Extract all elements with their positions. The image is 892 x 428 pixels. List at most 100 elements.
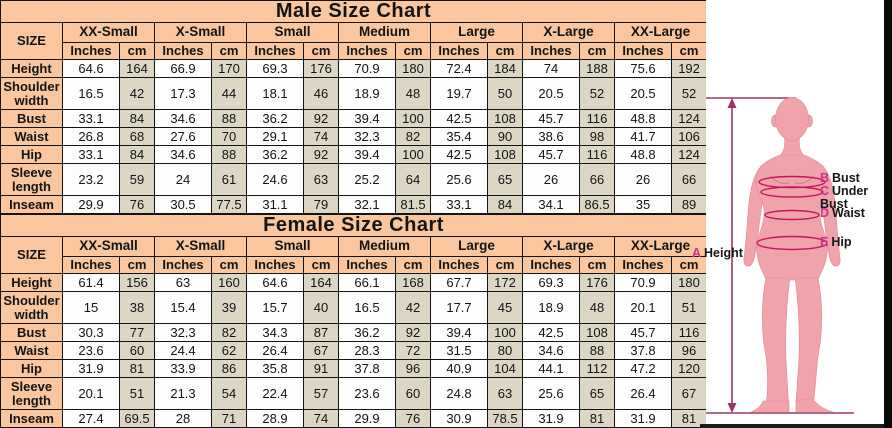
value-cm: 67: [670, 377, 708, 410]
measurement-label: Shoulder width: [0, 291, 63, 324]
unit-header-cm: cm: [211, 256, 247, 274]
size-header: X-Large: [522, 22, 615, 43]
value-inches: 31.9: [62, 359, 120, 378]
value-cm: 84: [487, 195, 523, 214]
left-leg: [761, 277, 791, 410]
unit-header-inches: Inches: [338, 42, 396, 60]
unit-header-cm: cm: [487, 256, 523, 274]
measurement-label: Waist: [0, 341, 63, 360]
bust-label: B Bust: [820, 171, 860, 185]
tables-column: Male Size Chart SIZE XX-Small X-Small Small M…: [0, 0, 708, 428]
size-header: Small: [246, 22, 339, 43]
value-inches: 30.5: [154, 195, 212, 214]
torso: [755, 154, 829, 281]
value-inches: 33.1: [62, 145, 120, 164]
measurement-label: Bust: [0, 109, 63, 128]
value-cm: 86.5: [579, 195, 615, 214]
value-cm: 160: [211, 273, 247, 292]
value-inches: 34.6: [154, 145, 212, 164]
value-inches: 29.9: [338, 409, 396, 428]
unit-header-inches: Inches: [430, 256, 488, 274]
value-cm: 63: [487, 377, 523, 410]
value-cm: 124: [670, 145, 708, 164]
value-cm: 52: [670, 77, 708, 110]
value-cm: 82: [395, 127, 431, 146]
value-inches: 39.4: [338, 145, 396, 164]
value-cm: 50: [487, 77, 523, 110]
waist-letter: D: [820, 206, 830, 220]
size-header: X-Large: [522, 236, 615, 257]
unit-header-cm: cm: [670, 256, 708, 274]
value-inches: 75.6: [614, 59, 672, 78]
waist-ring: [764, 209, 820, 221]
body-silhouette: [743, 97, 841, 413]
value-cm: 80: [487, 341, 523, 360]
value-inches: 27.6: [154, 127, 212, 146]
hip-label: E Hip: [820, 235, 852, 249]
value-cm: 100: [395, 145, 431, 164]
unit-header-inches: Inches: [338, 256, 396, 274]
value-cm: 76: [119, 195, 155, 214]
value-inches: 36.2: [246, 145, 304, 164]
measurement-label: Hip: [0, 145, 63, 164]
value-cm: 69.5: [119, 409, 155, 428]
measurement-label: Inseam: [0, 409, 63, 428]
value-cm: 81: [119, 359, 155, 378]
size-column-header: SIZE: [0, 22, 63, 60]
value-inches: 15.4: [154, 291, 212, 324]
hip-ring: [756, 235, 828, 251]
value-cm: 70: [211, 127, 247, 146]
value-inches: 31.9: [614, 409, 672, 428]
unit-header-inches: Inches: [614, 42, 672, 60]
value-cm: 98: [579, 127, 615, 146]
value-inches: 18.9: [338, 77, 396, 110]
value-cm: 46: [303, 77, 339, 110]
hip-letter: E: [820, 235, 829, 249]
value-cm: 45: [487, 291, 523, 324]
unit-header-inches: Inches: [62, 42, 120, 60]
value-cm: 92: [395, 323, 431, 342]
value-cm: 176: [303, 59, 339, 78]
unit-header-cm: cm: [670, 42, 708, 60]
value-inches: 30.3: [62, 323, 120, 342]
value-cm: 168: [395, 273, 431, 292]
value-cm: 65: [579, 377, 615, 410]
value-inches: 19.7: [430, 77, 488, 110]
value-inches: 74: [522, 59, 580, 78]
value-cm: 78.5: [487, 409, 523, 428]
value-inches: 15: [62, 291, 120, 324]
under-bust-letter: C: [820, 184, 830, 198]
value-inches: 24.6: [246, 163, 304, 196]
value-inches: 21.3: [154, 377, 212, 410]
size-header: XX-Small: [62, 236, 155, 257]
value-cm: 92: [303, 109, 339, 128]
value-cm: 51: [119, 377, 155, 410]
height-label: A Height: [692, 246, 743, 260]
height-measure-lines: [706, 97, 854, 414]
value-inches: 61.4: [62, 273, 120, 292]
value-inches: 20.1: [62, 377, 120, 410]
value-cm: 63: [303, 163, 339, 196]
measurement-label: Sleeve length: [0, 377, 63, 410]
value-cm: 84: [119, 145, 155, 164]
value-inches: 41.7: [614, 127, 672, 146]
value-cm: 108: [487, 145, 523, 164]
value-inches: 15.7: [246, 291, 304, 324]
value-cm: 108: [487, 109, 523, 128]
value-cm: 42: [395, 291, 431, 324]
value-cm: 42: [119, 77, 155, 110]
value-cm: 67: [303, 341, 339, 360]
value-inches: 39.4: [338, 109, 396, 128]
value-cm: 100: [395, 109, 431, 128]
value-cm: 116: [579, 145, 615, 164]
value-cm: 84: [119, 109, 155, 128]
value-inches: 35.4: [430, 127, 488, 146]
value-cm: 52: [579, 77, 615, 110]
value-inches: 35.8: [246, 359, 304, 378]
value-cm: 76: [395, 409, 431, 428]
value-inches: 42.5: [522, 323, 580, 342]
value-inches: 18.9: [522, 291, 580, 324]
value-cm: 88: [211, 145, 247, 164]
value-inches: 32.3: [154, 323, 212, 342]
value-inches: 32.1: [338, 195, 396, 214]
